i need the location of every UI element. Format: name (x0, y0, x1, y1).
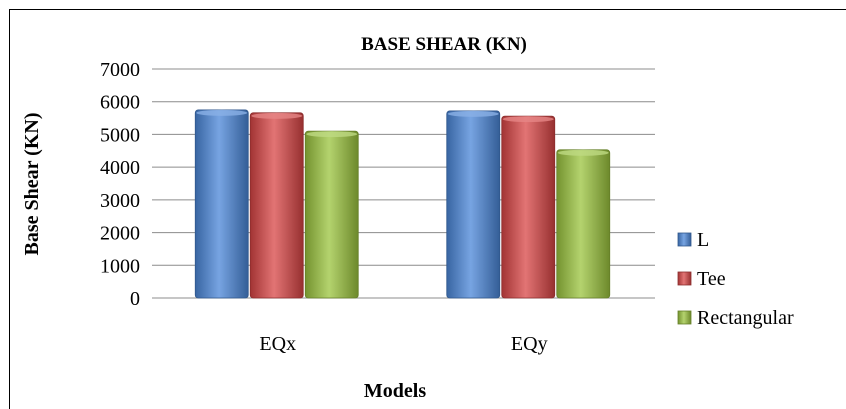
chart-title: BASE SHEAR (KN) (361, 34, 527, 55)
y-tick-label: 3000 (100, 190, 140, 212)
y-tick-label: 5000 (100, 124, 140, 146)
y-tick-label: 1000 (100, 255, 140, 277)
bar-rectangular-eqx (304, 130, 359, 299)
x-tick-label: EQx (259, 333, 296, 355)
legend-label-tee: Tee (697, 268, 726, 290)
y-tick-label: 0 (130, 288, 140, 310)
y-tick-label: 2000 (100, 223, 140, 245)
bar-top-highlight (196, 109, 248, 116)
bar-top-highlight (306, 131, 358, 138)
bars (194, 109, 611, 299)
legend-swatch-tee (677, 271, 692, 286)
bar-tee-eqy (501, 115, 556, 299)
x-tick-label: EQy (511, 333, 548, 355)
y-tick-label: 4000 (100, 157, 140, 179)
bar-l-eqy (446, 110, 501, 299)
bar-top-highlight (447, 110, 499, 117)
y-axis-title: Base Shear (KN) (21, 113, 43, 256)
bar-tee-eqx (249, 112, 304, 299)
bar-top-highlight (251, 112, 303, 119)
bar-rectangular-eqy (556, 149, 611, 299)
y-tick-label: 6000 (100, 92, 140, 114)
chart-frame (9, 9, 846, 409)
x-tick-labels: EQx EQy (259, 333, 547, 355)
x-axis-title: Models (364, 380, 426, 402)
legend-label-l: L (697, 229, 709, 251)
bar-top-highlight (557, 149, 609, 156)
bar-l-eqx (194, 109, 249, 299)
bar-top-highlight (502, 116, 554, 123)
y-tick-labels: 0 1000 2000 3000 4000 5000 6000 7000 (100, 59, 140, 310)
legend-swatch-l (677, 232, 692, 247)
legend-label-rectangular: Rectangular (697, 307, 794, 329)
legend: L Tee Rectangular (677, 229, 794, 329)
y-tick-label: 7000 (100, 59, 140, 81)
legend-swatch-rectangular (677, 310, 692, 325)
